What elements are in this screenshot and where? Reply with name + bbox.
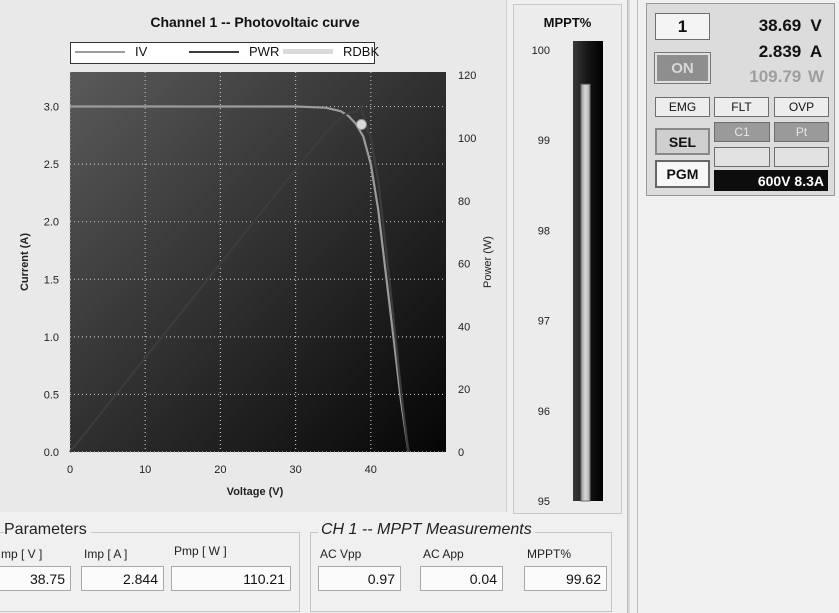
pgm-button[interactable]: PGM <box>655 160 710 188</box>
acvpp-field[interactable]: 0.97 <box>318 566 401 591</box>
ovp-button[interactable]: OVP <box>774 97 829 117</box>
power-value: 109.79 <box>749 67 802 86</box>
channel-number-button[interactable]: 1 <box>655 13 710 40</box>
mppt-gauge-tick-label: 98 <box>538 225 550 237</box>
parameters-title: Parameters <box>4 521 91 539</box>
x-tick-label: 10 <box>139 464 151 476</box>
sel-button[interactable]: SEL <box>655 128 710 155</box>
current-unit: A <box>809 42 823 61</box>
y2-tick-label: 40 <box>458 321 470 333</box>
acapp-field[interactable]: 0.04 <box>420 566 503 591</box>
mppt-measurements-title-text: CH 1 -- MPPT Measurements <box>321 521 532 538</box>
series-rdbk-point <box>355 119 367 131</box>
y2-tick-label: 120 <box>458 70 476 82</box>
x-tick-label: 20 <box>214 464 226 476</box>
pv-curve-chart: 0 10 20 30 40 0.0 0.5 1.0 1.5 2.0 2.5 3.0 0 20 40 60 80 1… <box>19 70 494 498</box>
y2-tick-label: 100 <box>458 133 476 145</box>
power-readout: 109.79 W <box>749 67 826 87</box>
x-tick-label: 30 <box>289 464 301 476</box>
emg-button[interactable]: EMG <box>655 97 710 117</box>
output-on-button[interactable]: ON <box>654 52 711 84</box>
voltage-value: 38.69 <box>758 16 802 35</box>
pv-curve-panel: Channel 1 -- Photovoltaic curve IV PWR R… <box>19 0 507 512</box>
vmp-field[interactable]: 38.75 <box>0 566 71 591</box>
c1-button[interactable]: C1 <box>714 122 770 142</box>
y-tick-label: 3.0 <box>44 102 59 114</box>
mppt-gauge: 100 99 98 97 96 95 <box>532 41 603 508</box>
y-tick-label: 2.5 <box>44 159 59 171</box>
chart-title: Channel 1 -- Photovoltaic curve <box>150 14 360 30</box>
legend-swatch-iv <box>75 50 125 53</box>
y2-tick-label: 80 <box>458 196 470 208</box>
imp-field[interactable]: 2.844 <box>81 566 164 591</box>
mppt-gauge-tick-label: 99 <box>538 135 550 147</box>
legend-label-iv: IV <box>135 44 148 59</box>
series-pwr-line <box>69 104 410 453</box>
current-value: 2.839 <box>758 42 802 61</box>
legend-swatch-rdbk <box>283 49 333 54</box>
mppt-gauge-fill <box>580 83 591 502</box>
mppt-measurements-title: CH 1 -- MPPT Measurements <box>318 521 535 539</box>
mppt-gauge-tick-label: 96 <box>538 406 550 418</box>
mppt-gauge-tick-label: 100 <box>532 45 550 57</box>
mppt-gauge-tick-label: 97 <box>538 316 550 328</box>
y-tick-label: 1.5 <box>44 274 59 286</box>
channel-control-panel: 1 38.69 V 2.839 A 109.79 W ON EMG FLT OV… <box>646 3 835 196</box>
y2-tick-label: 60 <box>458 259 470 271</box>
y2-tick-label: 20 <box>458 384 470 396</box>
mppt-percent-label: MPPT% <box>527 547 572 561</box>
imp-label: Imp [ A ] <box>84 547 128 561</box>
x-tick-label: 0 <box>67 464 73 476</box>
chart-legend: IV PWR RDBK <box>70 42 379 64</box>
mppt-gauge-tick-label: 95 <box>538 496 550 508</box>
x-tick-label: 40 <box>365 464 377 476</box>
legend-item-iv: IV <box>75 44 147 59</box>
x-axis-title: Voltage (V) <box>227 486 284 498</box>
pane-divider-line <box>637 0 638 613</box>
mppt-gauge-title: MPPT% <box>543 15 592 30</box>
power-unit: W <box>807 67 825 86</box>
y-tick-label: 1.0 <box>44 332 59 344</box>
blank-button-2[interactable] <box>774 147 829 167</box>
pmp-field[interactable]: 110.21 <box>171 566 291 591</box>
y-tick-label: 0.0 <box>44 447 59 459</box>
legend-item-rdbk: RDBK <box>283 44 379 59</box>
y2-axis-title: Power (W) <box>482 236 494 288</box>
legend-label-rdbk: RDBK <box>343 44 380 59</box>
voltage-unit: V <box>810 16 822 35</box>
y-axis-title: Current (A) <box>19 233 31 291</box>
voltage-readout: 38.69 V <box>759 16 826 36</box>
current-readout: 2.839 A <box>759 42 826 62</box>
acapp-label: AC App <box>423 547 464 561</box>
pmp-label: Pmp [ W ] <box>174 544 227 558</box>
series-iv-line <box>70 105 410 453</box>
y-tick-label: 0.5 <box>44 389 59 401</box>
mppt-percent-field[interactable]: 99.62 <box>524 566 607 591</box>
blank-button-1[interactable] <box>714 147 770 167</box>
pt-button[interactable]: Pt <box>774 122 829 142</box>
y2-tick-label: 0 <box>458 447 464 459</box>
parameters-group <box>0 532 300 612</box>
mppt-gauge-panel: MPPT% 100 99 98 97 96 95 <box>513 4 622 514</box>
legend-item-pwr: PWR <box>189 44 279 59</box>
channel-rating: 600V 8.3A <box>714 170 828 191</box>
legend-label-pwr: PWR <box>249 44 280 59</box>
flt-button[interactable]: FLT <box>714 97 769 117</box>
acvpp-label: AC Vpp <box>320 547 362 561</box>
pane-divider[interactable] <box>627 0 630 613</box>
vmp-label: mp [ V ] <box>1 547 43 561</box>
y-tick-label: 2.0 <box>44 217 59 229</box>
legend-swatch-pwr <box>189 50 239 53</box>
